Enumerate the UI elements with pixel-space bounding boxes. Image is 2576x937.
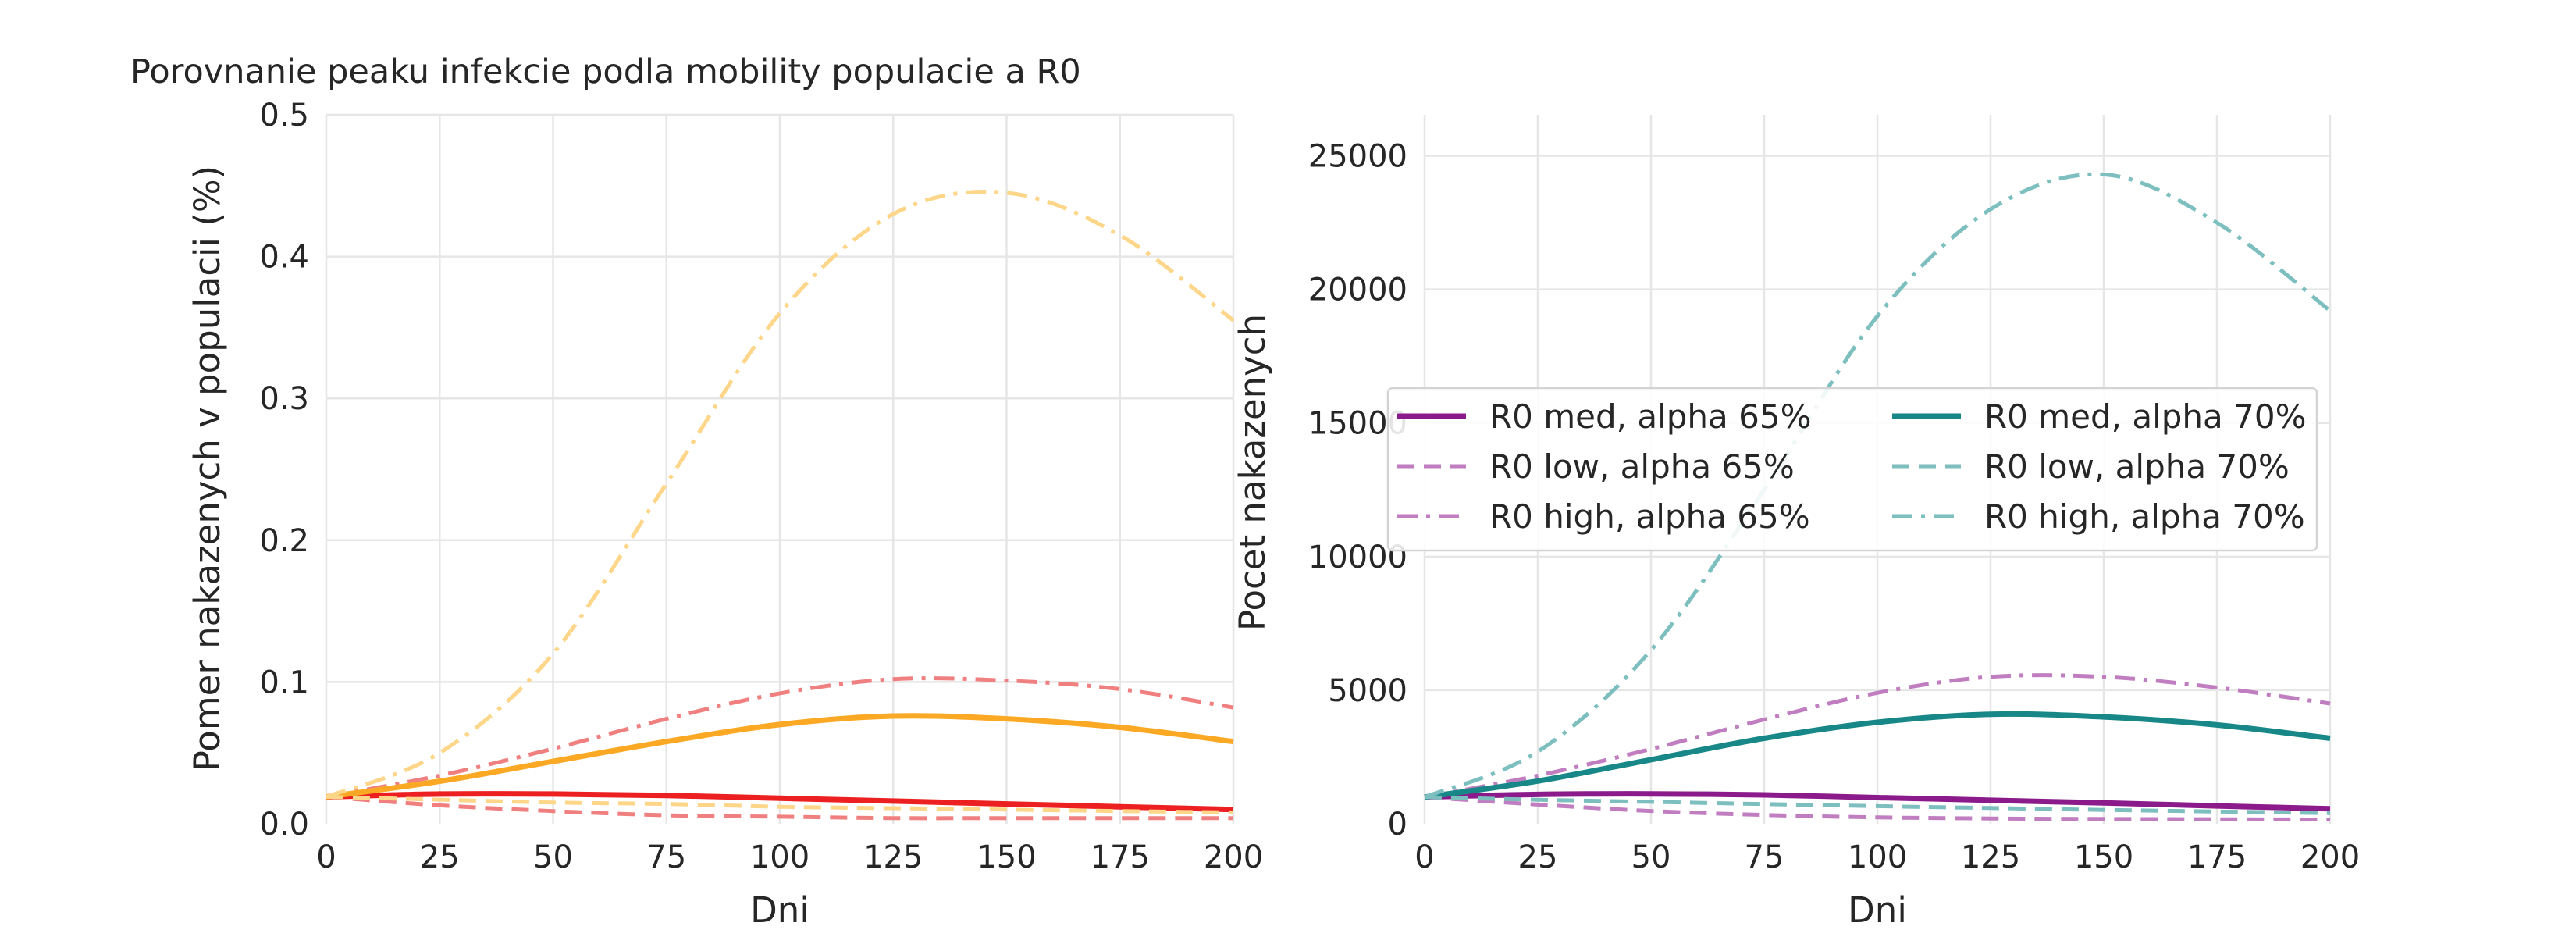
legend-entries: R0 med, alpha 65% R0 low, alpha 65% R0 hig… [1397,397,2307,536]
x-tick-label: 200 [2300,839,2360,875]
x-tick-label: 175 [1091,839,1150,875]
x-tick-label: 50 [533,839,573,875]
series-line-r0-high-alpha-65- [1424,673,2331,800]
series-line-r0-high-alpha-70- [1424,172,2332,800]
y-tick-label: 0.2 [259,523,309,559]
series-line-0-4 [326,795,1234,814]
series-line-0-2 [326,676,1234,799]
x-tick-label: 150 [977,839,1036,875]
right-x-axis-label: Dni [1848,889,1907,931]
legend-label: R0 med, alpha 65% [1489,397,1812,436]
x-tick-label: 175 [2187,839,2247,875]
series-line-0-1 [326,795,1233,821]
x-tick-label: 25 [420,839,460,875]
left-y-axis-label: Pomer nakazenych v populacii (%) [187,166,228,771]
y-tick-label: 25000 [1308,139,1407,175]
left-grid [325,113,1235,824]
y-tick-label: 0.1 [259,664,309,700]
y-tick-label: 0.3 [259,381,309,417]
y-tick-label: 20000 [1308,273,1407,308]
x-tick-label: 125 [1961,839,2020,875]
legend-item: R0 high, alpha 70% [1892,497,2305,536]
legend-label: R0 low, alpha 65% [1489,447,1795,486]
legend-box [1386,387,2318,552]
left-x-axis-label: Dni [750,889,809,931]
legend-item: R0 low, alpha 70% [1892,447,2290,486]
y-tick-label: 0 [1388,807,1407,843]
x-tick-label: 75 [646,839,686,875]
x-tick-label: 0 [316,839,336,875]
left-chart-title: Porovnanie peaku infekcie podla mobility… [130,52,1081,91]
series-line-0-5 [326,190,1235,799]
x-tick-label: 0 [1414,839,1434,875]
series-line-r0-low-alpha-65- [1424,795,2331,821]
legend: R0 med, alpha 65% R0 low, alpha 65% R0 hig… [1386,387,2318,552]
x-tick-label: 150 [2074,839,2133,875]
series-line-r0-med-alpha-65- [1424,791,2331,812]
left-y-ticks: 0.0 0.1 0.2 0.3 0.4 0.5 [259,98,309,843]
legend-label: R0 high, alpha 65% [1489,497,1810,536]
x-tick-label: 75 [1745,839,1784,875]
legend-item: R0 med, alpha 65% [1397,397,1812,436]
left-x-ticks: 0 25 50 75 100 125 150 175 200 [316,839,1263,875]
legend-item: R0 high, alpha 65% [1397,497,1810,536]
y-tick-label: 0.4 [259,240,309,276]
legend-label: R0 high, alpha 70% [1984,497,2305,536]
right-y-axis-label: Pocet nakazenych [1232,314,1273,631]
left-chart: 0 25 50 75 100 125 150 175 200 0.00.10.20.30.40.… [130,52,1263,931]
series-line-0-0 [326,791,1234,813]
right-x-ticks: 0 25 50 75 100 125 150 175 200 [1414,839,2360,875]
x-tick-label: 25 [1518,839,1558,875]
y-tick-label: 0.5 [259,98,309,134]
x-tick-label: 200 [1204,839,1263,875]
x-tick-label: 50 [1631,839,1671,875]
series-line-r0-med-alpha-70- [1424,711,2331,800]
legend-label: R0 low, alpha 70% [1984,447,2290,486]
y-tick-label: 5000 [1328,673,1407,709]
x-tick-label: 125 [863,839,923,875]
legend-item: R0 med, alpha 70% [1892,397,2307,436]
left-series [326,190,1235,821]
series-line-0-3 [326,713,1234,800]
series-line-r0-low-alpha-70- [1424,795,2331,815]
legend-item: R0 low, alpha 65% [1397,447,1795,486]
x-tick-label: 100 [1848,839,1907,875]
legend-label: R0 med, alpha 70% [1984,397,2307,436]
right-series [1424,172,2332,821]
x-tick-label: 100 [750,839,809,875]
y-tick-label: 0.0 [259,807,309,843]
